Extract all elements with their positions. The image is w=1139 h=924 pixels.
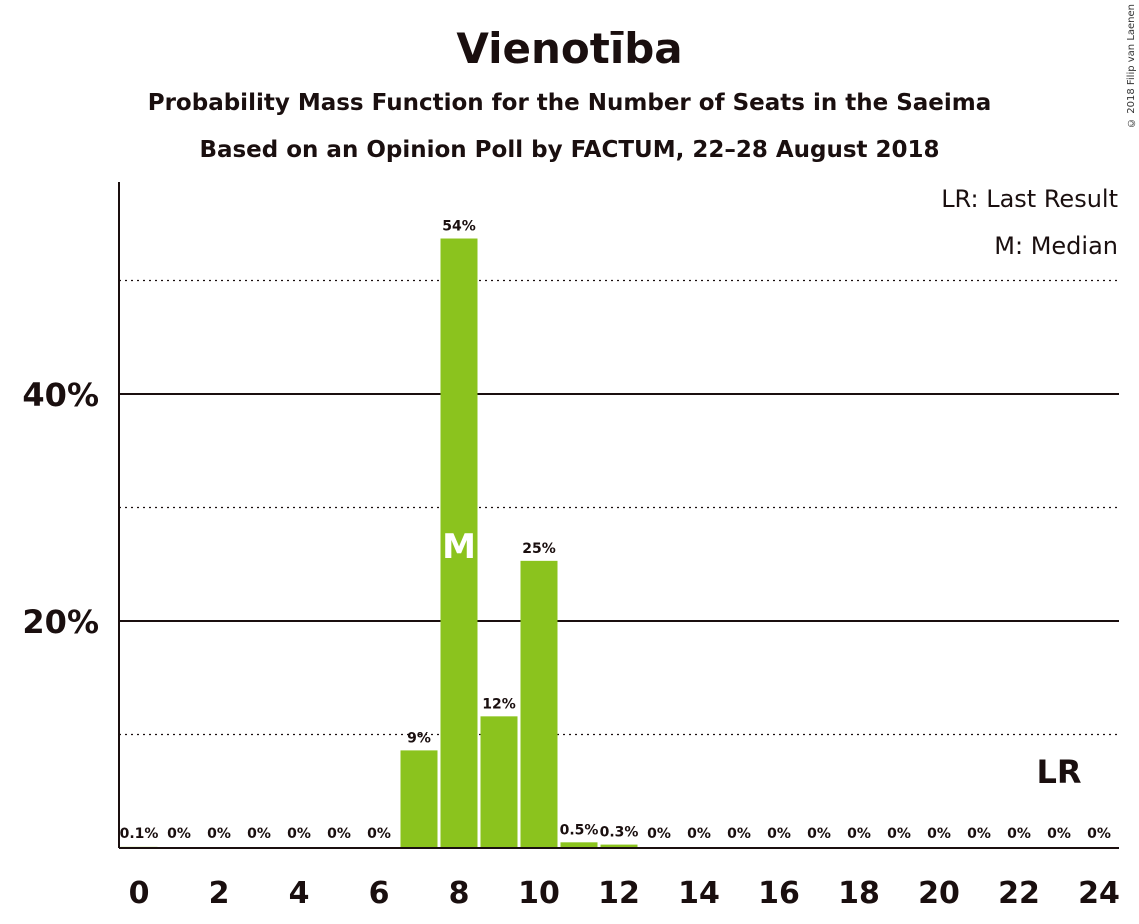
bar-value-label: 0% bbox=[887, 826, 911, 842]
median-marker: M bbox=[442, 527, 476, 567]
x-tick-label: 0 bbox=[129, 876, 150, 911]
bar-value-label: 0% bbox=[847, 826, 871, 842]
bar bbox=[480, 716, 518, 848]
legend-median: M: Median bbox=[994, 232, 1118, 260]
y-tick-label: 20% bbox=[22, 603, 99, 641]
x-tick-label: 6 bbox=[369, 876, 390, 911]
bar-value-label: 0% bbox=[967, 826, 991, 842]
bar-value-label: 0% bbox=[1087, 826, 1111, 842]
x-tick-label: 24 bbox=[1078, 876, 1120, 911]
x-tick-label: 10 bbox=[518, 876, 560, 911]
bar-value-label: 0% bbox=[1007, 826, 1031, 842]
bar-value-label: 0% bbox=[327, 826, 351, 842]
bar-value-label: 0% bbox=[287, 826, 311, 842]
bar-value-label: 0.1% bbox=[120, 826, 159, 842]
bar-value-label: 0% bbox=[727, 826, 751, 842]
y-tick-label: 40% bbox=[22, 376, 99, 414]
x-tick-label: 2 bbox=[209, 876, 230, 911]
bar-value-label: 54% bbox=[442, 219, 476, 235]
x-tick-label: 20 bbox=[918, 876, 960, 911]
chart-title: Vienotība bbox=[456, 24, 683, 73]
last-result-marker: LR bbox=[1036, 753, 1081, 791]
bar-value-label: 25% bbox=[522, 541, 556, 557]
bar bbox=[560, 842, 598, 848]
bar-value-label: 0% bbox=[247, 826, 271, 842]
bar-value-label: 0% bbox=[767, 826, 791, 842]
bar-value-label: 9% bbox=[407, 730, 431, 746]
x-tick-label: 12 bbox=[598, 876, 640, 911]
bar bbox=[440, 238, 478, 848]
chart-subtitle: Probability Mass Function for the Number… bbox=[147, 90, 992, 116]
bar-value-label: 12% bbox=[482, 696, 516, 712]
bar-value-label: 0% bbox=[647, 826, 671, 842]
bar-value-label: 0% bbox=[807, 826, 831, 842]
bar-value-label: 0.3% bbox=[600, 825, 639, 841]
x-tick-label: 16 bbox=[758, 876, 800, 911]
legend-last-result: LR: Last Result bbox=[941, 185, 1118, 213]
bar-value-label: 0% bbox=[1047, 826, 1071, 842]
chart-subtitle-source: Based on an Opinion Poll by FACTUM, 22–2… bbox=[199, 137, 940, 163]
x-tick-label: 18 bbox=[838, 876, 880, 911]
bar-value-label: 0% bbox=[367, 826, 391, 842]
bar-value-label: 0.5% bbox=[560, 822, 599, 838]
x-tick-label: 4 bbox=[289, 876, 310, 911]
x-tick-label: 22 bbox=[998, 876, 1040, 911]
x-tick-label: 8 bbox=[449, 876, 470, 911]
bar-value-label: 0% bbox=[687, 826, 711, 842]
bar bbox=[400, 750, 438, 848]
bar-value-label: 0% bbox=[927, 826, 951, 842]
bar bbox=[600, 844, 638, 848]
bar bbox=[520, 560, 558, 848]
bar-value-label: 0% bbox=[167, 826, 191, 842]
bar-value-label: 0% bbox=[207, 826, 231, 842]
x-tick-label: 14 bbox=[678, 876, 720, 911]
